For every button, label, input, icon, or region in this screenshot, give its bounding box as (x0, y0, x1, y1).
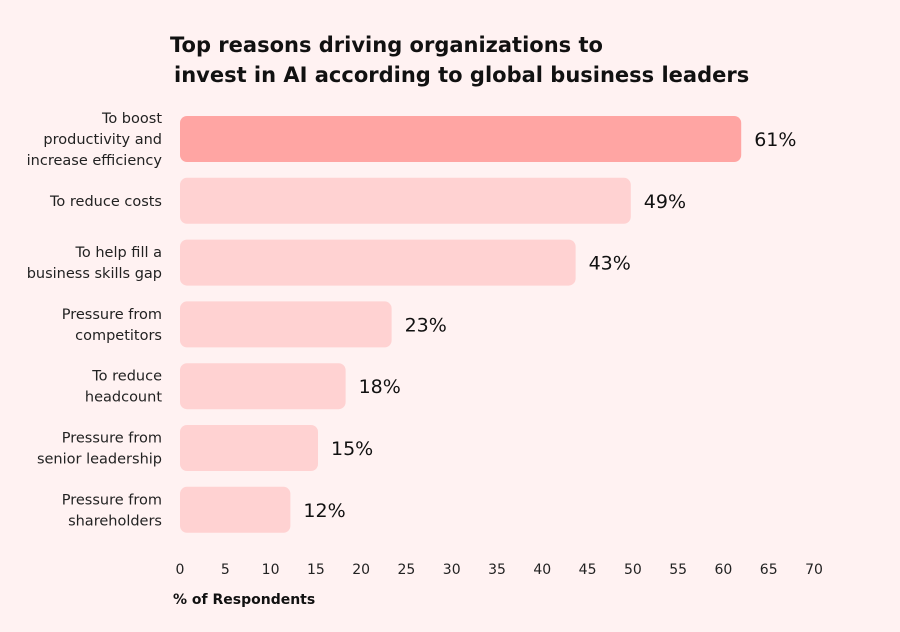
bar (180, 116, 742, 162)
category-label: Pressure from (62, 307, 162, 323)
category-label: headcount (85, 390, 162, 406)
data-label: 23% (405, 314, 447, 336)
chart-title-line-2: invest in AI according to global busines… (174, 63, 750, 87)
category-label: productivity and (43, 132, 162, 148)
data-label: 49% (644, 191, 686, 213)
data-label: 61% (754, 129, 796, 151)
bar (180, 301, 392, 348)
x-axis-label: % of Respondents (173, 592, 315, 608)
x-tick-label: 15 (307, 562, 325, 578)
x-tick-label: 40 (533, 562, 551, 578)
x-tick-label: 25 (398, 562, 416, 578)
x-tick-label: 20 (352, 562, 370, 578)
data-label: 12% (303, 500, 345, 522)
x-tick-label: 50 (624, 562, 642, 578)
category-label: Pressure from (62, 431, 162, 447)
bar (180, 239, 576, 286)
bar (180, 363, 346, 410)
x-tick-label: 65 (760, 562, 778, 578)
x-tick-label: 10 (262, 562, 280, 578)
data-label: 18% (359, 376, 401, 398)
x-tick-label: 35 (488, 562, 506, 578)
category-label: To boost (101, 111, 162, 127)
data-label: 43% (589, 253, 631, 275)
x-tick-label: 70 (805, 562, 823, 578)
category-label: To reduce costs (49, 194, 162, 210)
category-label: To help fill a (74, 245, 162, 261)
chart-title-line-1: Top reasons driving organizations to (170, 33, 603, 57)
category-label: shareholders (68, 513, 162, 529)
x-tick-label: 5 (221, 562, 230, 578)
category-label: competitors (75, 328, 162, 344)
x-tick-label: 0 (176, 562, 185, 578)
data-label: 15% (331, 438, 373, 460)
category-label: To reduce (91, 369, 162, 385)
x-tick-label: 30 (443, 562, 461, 578)
category-label: increase efficiency (27, 153, 163, 169)
bar (180, 177, 631, 224)
category-label: Pressure from (62, 492, 162, 508)
category-label: business skills gap (27, 266, 162, 282)
bar (180, 425, 318, 471)
x-tick-label: 45 (579, 562, 597, 578)
bar (180, 486, 291, 533)
x-tick-label: 60 (715, 562, 733, 578)
chart-title: Top reasons driving organizations to inv… (170, 30, 790, 90)
category-label: senior leadership (37, 452, 162, 468)
x-tick-label: 55 (669, 562, 687, 578)
